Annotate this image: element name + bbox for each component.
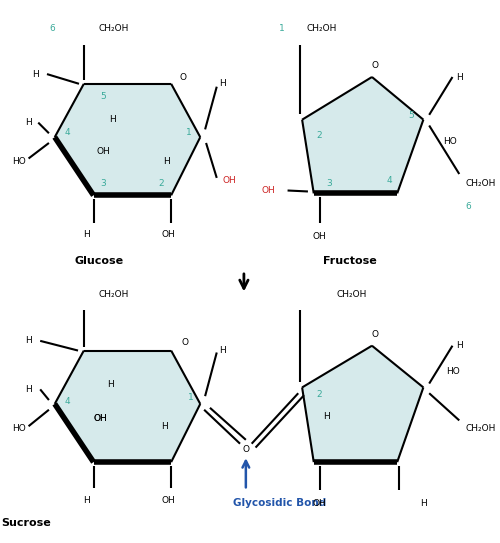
Text: H: H [84, 230, 90, 239]
Text: 5: 5 [100, 92, 106, 101]
Text: 6: 6 [49, 24, 54, 33]
Text: 2: 2 [317, 390, 322, 399]
Text: OH: OH [94, 414, 107, 423]
Text: H: H [161, 422, 168, 431]
Text: H: H [323, 412, 330, 421]
Text: 2: 2 [158, 179, 164, 188]
Text: 3: 3 [326, 179, 332, 188]
Text: H: H [106, 380, 114, 389]
Text: OH: OH [94, 414, 107, 423]
Text: CH₂OH: CH₂OH [98, 24, 129, 33]
Text: CH₂OH: CH₂OH [465, 424, 496, 433]
Text: O: O [180, 73, 186, 81]
Text: H: H [420, 500, 426, 508]
Text: H: H [219, 79, 226, 89]
Text: 1: 1 [188, 393, 194, 402]
Polygon shape [302, 77, 424, 193]
Text: OH: OH [261, 186, 275, 195]
Text: 4: 4 [386, 176, 392, 185]
Text: HO: HO [12, 424, 26, 433]
Text: O: O [242, 445, 250, 454]
Text: HO: HO [12, 157, 26, 166]
Text: O: O [181, 338, 188, 348]
Text: 5: 5 [408, 111, 414, 121]
Text: 1: 1 [279, 24, 284, 33]
Text: OH: OH [222, 176, 236, 185]
Text: 1: 1 [186, 128, 192, 137]
Text: H: H [25, 336, 32, 345]
Polygon shape [54, 84, 201, 195]
Text: H: H [163, 157, 170, 166]
Text: OH: OH [312, 232, 326, 241]
Text: CH₂OH: CH₂OH [307, 24, 338, 33]
Text: H: H [456, 73, 462, 81]
Text: CH₂OH: CH₂OH [465, 179, 496, 188]
Text: H: H [219, 346, 226, 355]
Text: Glucose: Glucose [74, 256, 124, 266]
Text: CH₂OH: CH₂OH [336, 290, 366, 299]
Text: 6: 6 [465, 203, 471, 211]
Text: H: H [84, 496, 90, 506]
Text: OH: OH [162, 230, 175, 239]
Text: O: O [372, 61, 378, 70]
Text: HO: HO [443, 137, 456, 147]
Text: CH₂OH: CH₂OH [98, 290, 129, 299]
Text: H: H [25, 385, 32, 394]
Text: O: O [372, 330, 378, 339]
Text: Fructose: Fructose [324, 256, 377, 266]
Text: Sucrose: Sucrose [2, 518, 51, 528]
Text: HO: HO [446, 368, 460, 376]
Text: Glycosidic Bond: Glycosidic Bond [233, 498, 326, 508]
Text: H: H [110, 115, 116, 124]
Text: 4: 4 [64, 128, 70, 137]
Text: H: H [25, 118, 32, 127]
Text: H: H [456, 341, 462, 350]
Text: 4: 4 [64, 396, 70, 406]
Text: 2: 2 [317, 131, 322, 140]
Polygon shape [54, 351, 201, 462]
Text: OH: OH [96, 147, 110, 156]
Text: 3: 3 [100, 179, 106, 188]
Text: OH: OH [312, 500, 326, 508]
Text: OH: OH [162, 496, 175, 506]
Polygon shape [302, 346, 424, 462]
Text: H: H [32, 70, 38, 79]
